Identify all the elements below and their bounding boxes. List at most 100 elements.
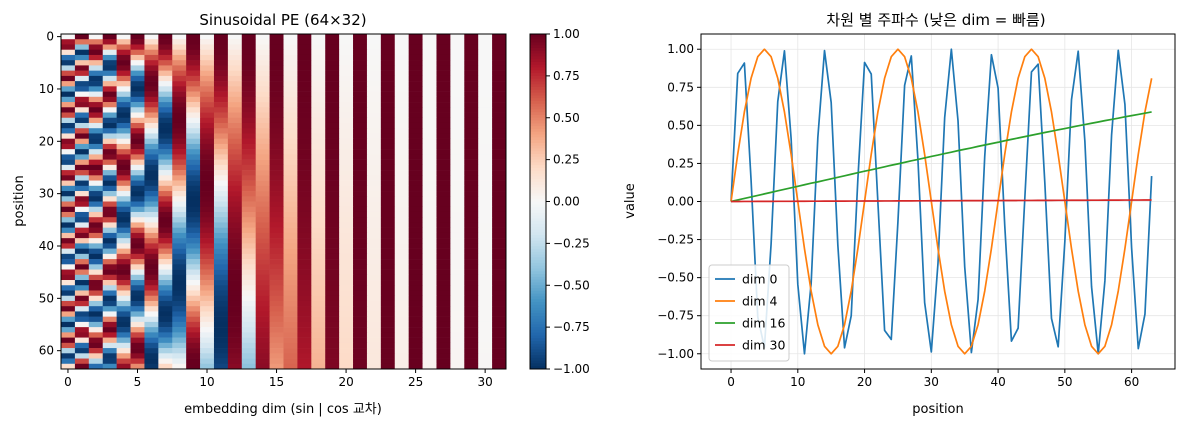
colorbar-step [530,148,546,152]
heatmap-cell [325,75,340,82]
heatmap-cell [213,316,229,323]
heatmap-cell [102,34,117,40]
heatmap-cell [241,206,256,213]
heatmap-cell [213,300,229,307]
heatmap-cell [102,154,117,160]
heatmap-cell [186,185,201,192]
colorbar-tick-label: 0.50 [553,111,580,125]
colorbar-step [530,290,546,295]
heatmap-cell [88,86,104,92]
heatmap-cell [269,154,284,160]
heatmap-cell [200,65,215,71]
heatmap-cell [61,164,76,171]
heatmap-cell [283,164,298,171]
heatmap-cell [88,138,104,145]
heatmap-cell [227,112,243,119]
heatmap-cell [283,274,298,281]
heatmap-cell [339,128,354,134]
heatmap-cell [311,353,326,359]
heatmap-cell [492,164,507,171]
heatmap-cell [353,337,368,344]
heatmap-cell [200,34,215,40]
heatmap-cell [408,159,423,166]
heatmap-cell [158,170,173,176]
heatmap-cell [186,107,201,113]
heatmap-cell [227,107,243,113]
heatmap-cell [172,196,187,202]
heatmap-cell [172,238,187,244]
heatmap-cell [366,264,382,270]
heatmap-cell [144,164,159,171]
heatmap-cell [353,164,368,171]
heatmap-cell [353,243,368,249]
heatmap-cell [61,285,76,291]
heatmap-cell [61,342,76,349]
heatmap-cell [158,191,173,197]
heatmap-cell [144,201,159,208]
heatmap-cell [311,112,326,119]
line-chart-x-tick-label: 30 [924,375,939,389]
heatmap-cell [408,70,423,77]
heatmap-cell [380,117,396,124]
heatmap-cell [353,269,368,276]
heatmap-cell [450,49,465,56]
heatmap-cell [408,285,423,291]
heatmap-cell [74,280,90,286]
heatmap-cell [478,133,493,139]
heatmap-cell [130,222,145,228]
heatmap-cell [158,175,173,181]
heatmap-cell [241,248,256,255]
heatmap-cell [478,232,493,239]
heatmap-cell [269,107,284,113]
colorbar-step [530,34,546,38]
heatmap-cell [74,175,90,181]
heatmap-cell [116,49,131,56]
heatmap-cell [74,264,90,270]
heatmap-cell [464,81,479,87]
heatmap-cell [492,138,507,145]
heatmap-cell [74,196,90,202]
heatmap-cell [144,122,159,129]
heatmap-cell [353,75,368,82]
heatmap-cell [478,295,493,302]
heatmap-cell [450,311,465,317]
heatmap-cell [269,222,284,228]
heatmap-cell [255,300,270,307]
heatmap-cell [325,227,340,234]
heatmap-cell [408,86,423,92]
heatmap-cell [283,353,298,359]
heatmap-cell [213,206,229,213]
heatmap-cell [255,201,270,208]
heatmap-cell [464,321,479,328]
heatmap-cell [366,34,382,40]
heatmap-cell [269,44,284,50]
colorbar-step [530,137,546,141]
heatmap-cell [283,175,298,181]
heatmap-cell [450,274,465,281]
heatmap-cell [478,201,493,208]
heatmap-cell [74,191,90,197]
heatmap-cell [102,170,117,176]
heatmap-cell [408,102,423,108]
heatmap-cell [492,149,507,155]
heatmap-cell [200,280,215,286]
heatmap-cell [227,191,243,197]
heatmap-cell [227,217,243,223]
heatmap-cell [116,211,131,218]
heatmap-cell [464,201,479,208]
heatmap-cell [61,159,76,166]
heatmap-cell [144,285,159,291]
heatmap-cell [255,342,270,349]
heatmap-cell [241,259,256,265]
heatmap-cell [297,358,312,365]
heatmap-cell [102,269,117,276]
heatmap-cell [241,44,256,50]
heatmap-cell [255,353,270,359]
heatmap-cell [130,316,145,323]
heatmap-cell [366,353,382,359]
heatmap-cell [297,65,312,71]
heatmap-cell [366,149,382,155]
heatmap-cell [492,91,507,98]
heatmap-cell [269,253,284,260]
heatmap-cell [172,102,187,108]
